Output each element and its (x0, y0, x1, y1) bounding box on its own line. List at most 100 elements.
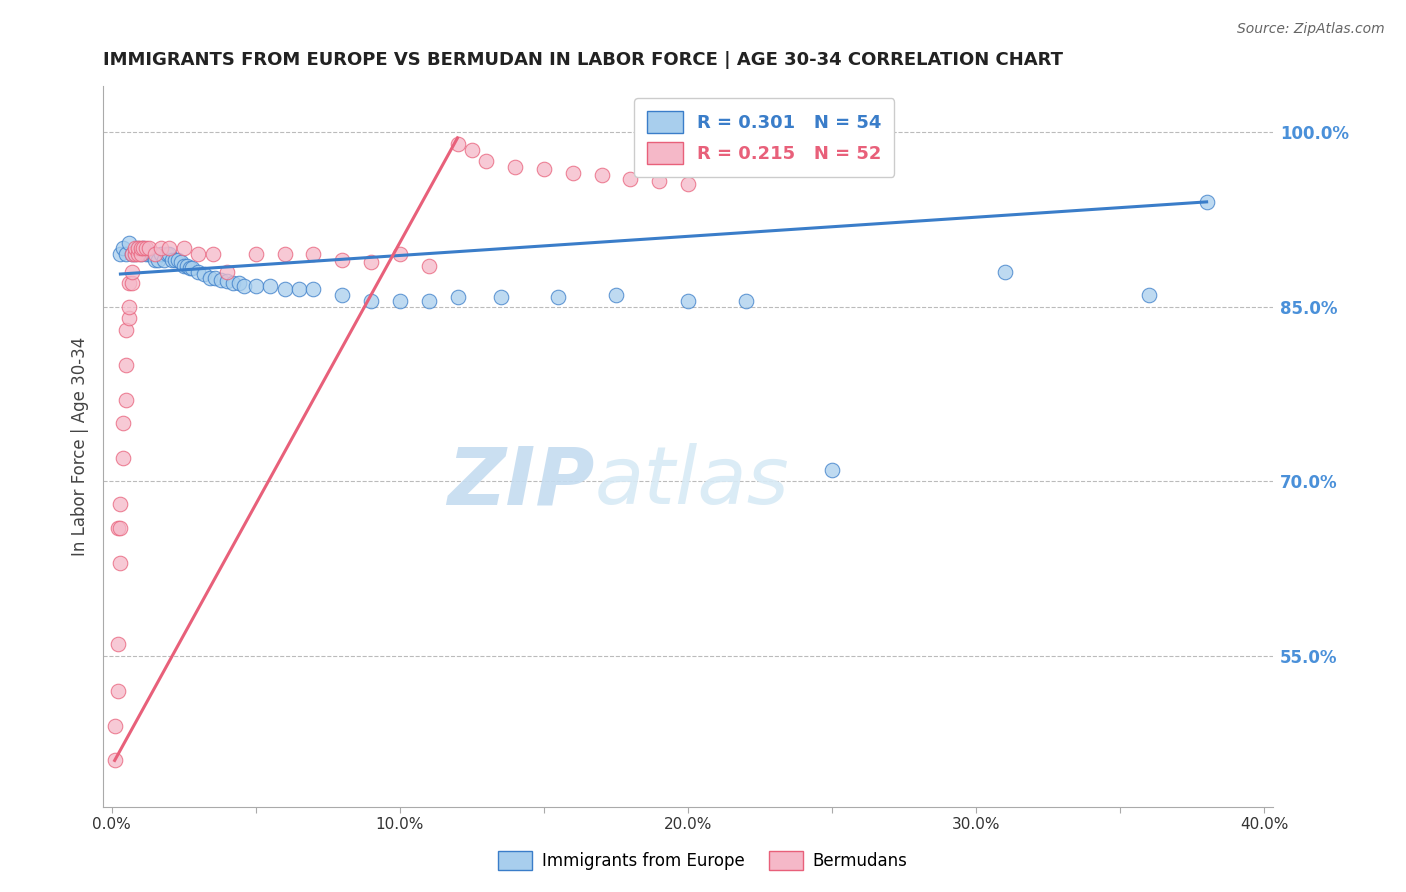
Point (273, 247, 295, 261)
Point (204, 270, 226, 285)
Point (173, 259, 195, 273)
Point (112, 416, 135, 430)
Point (187, 247, 209, 261)
Point (107, 683, 129, 698)
Point (162, 253, 184, 268)
Point (302, 282, 325, 296)
Point (129, 242, 152, 256)
Point (259, 278, 281, 293)
Point (149, 247, 172, 261)
Point (619, 171, 641, 186)
Point (112, 242, 135, 256)
Text: ZIP: ZIP (447, 443, 595, 521)
Point (170, 255, 193, 269)
Point (676, 178, 699, 192)
Point (110, 521, 132, 535)
Point (547, 290, 569, 304)
Point (288, 282, 311, 296)
Point (107, 521, 129, 535)
Point (118, 235, 141, 250)
Point (132, 242, 155, 256)
Point (127, 242, 149, 256)
Point (605, 288, 627, 302)
Point (233, 278, 256, 293)
Y-axis label: In Labor Force | Age 30-34: In Labor Force | Age 30-34 (72, 336, 89, 556)
Point (198, 270, 221, 285)
Point (118, 277, 141, 291)
Point (115, 358, 138, 372)
Point (110, 498, 132, 512)
Point (104, 718, 127, 732)
Point (503, 160, 526, 174)
Point (1195, 194, 1218, 209)
Point (110, 247, 132, 261)
Point (107, 637, 129, 651)
Text: atlas: atlas (595, 443, 789, 521)
Point (115, 392, 138, 407)
Point (143, 247, 166, 261)
Point (129, 247, 152, 261)
Point (648, 174, 671, 188)
Point (127, 247, 149, 261)
Point (152, 253, 174, 268)
Legend: Immigrants from Europe, Bermudans: Immigrants from Europe, Bermudans (492, 844, 914, 877)
Point (215, 265, 238, 279)
Point (104, 754, 127, 768)
Point (124, 242, 146, 256)
Point (446, 290, 468, 304)
Legend: R = 0.301   N = 54, R = 0.215   N = 52: R = 0.301 N = 54, R = 0.215 N = 52 (634, 98, 894, 177)
Point (129, 247, 152, 261)
Point (135, 242, 157, 256)
Point (155, 247, 177, 261)
Point (187, 265, 209, 279)
Point (132, 242, 155, 256)
Point (167, 253, 190, 268)
Point (533, 162, 555, 177)
Point (330, 288, 353, 302)
Point (149, 242, 172, 256)
Point (330, 253, 353, 268)
Text: IMMIGRANTS FROM EUROPE VS BERMUDAN IN LABOR FORCE | AGE 30-34 CORRELATION CHART: IMMIGRANTS FROM EUROPE VS BERMUDAN IN LA… (103, 51, 1063, 69)
Point (118, 311, 141, 326)
Point (110, 556, 132, 570)
Point (141, 247, 163, 261)
Point (165, 253, 187, 268)
Point (157, 242, 180, 256)
Point (121, 265, 143, 279)
Point (561, 166, 583, 180)
Text: Source: ZipAtlas.com: Source: ZipAtlas.com (1237, 22, 1385, 37)
Point (193, 267, 215, 281)
Point (821, 462, 844, 476)
Point (135, 247, 157, 261)
Point (115, 247, 138, 261)
Point (273, 282, 295, 296)
Point (418, 293, 440, 308)
Point (121, 247, 143, 261)
Point (179, 261, 201, 276)
Point (173, 242, 195, 256)
Point (215, 274, 238, 288)
Point (446, 136, 468, 151)
Point (228, 277, 250, 291)
Point (121, 247, 143, 261)
Point (176, 259, 198, 273)
Point (489, 290, 512, 304)
Point (124, 247, 146, 261)
Point (591, 168, 613, 182)
Point (209, 273, 232, 287)
Point (676, 293, 699, 308)
Point (994, 265, 1017, 279)
Point (124, 247, 146, 261)
Point (143, 253, 166, 268)
Point (360, 255, 382, 269)
Point (222, 277, 245, 291)
Point (112, 450, 135, 465)
Point (121, 277, 143, 291)
Point (118, 300, 141, 314)
Point (475, 154, 498, 169)
Point (138, 247, 160, 261)
Point (127, 242, 149, 256)
Point (461, 143, 484, 157)
Point (388, 247, 411, 261)
Point (245, 247, 267, 261)
